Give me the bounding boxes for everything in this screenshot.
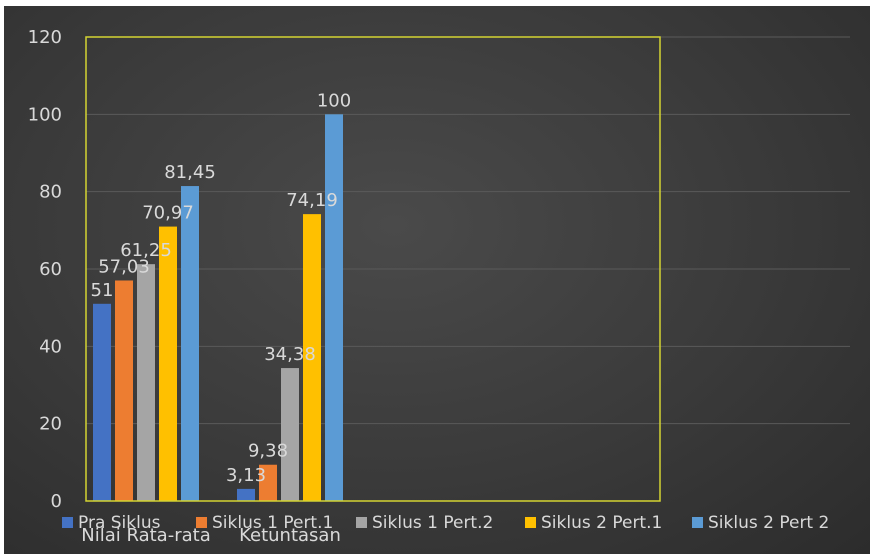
y-tick-label: 80 bbox=[39, 182, 62, 203]
bar bbox=[325, 114, 343, 501]
gridlines bbox=[86, 36, 850, 425]
category-labels: Nilai Rata-rata Ketuntasan bbox=[81, 525, 341, 546]
y-axis-ticks: 0 20 40 60 80 100 120 bbox=[28, 27, 62, 512]
y-tick-label: 60 bbox=[39, 259, 62, 280]
bar bbox=[115, 280, 133, 501]
bar bbox=[181, 186, 199, 501]
y-tick-label: 0 bbox=[51, 491, 62, 512]
plot-area-border bbox=[85, 36, 661, 502]
legend-label: Siklus 1 Pert.2 bbox=[372, 513, 493, 533]
category-label: Ketuntasan bbox=[239, 525, 341, 546]
bar bbox=[259, 464, 277, 501]
bar bbox=[93, 303, 111, 501]
legend-swatch bbox=[692, 517, 703, 528]
legend-swatch bbox=[62, 517, 73, 528]
bar bbox=[303, 214, 321, 501]
data-label: 57,03 bbox=[98, 256, 150, 277]
data-label: 51 bbox=[91, 280, 114, 301]
bar bbox=[159, 226, 177, 501]
data-label: 9,38 bbox=[248, 441, 288, 462]
data-label: 34,38 bbox=[264, 344, 316, 365]
data-labels: 51 3,13 57,03 9,38 61,25 34,38 70,97 74,19 81,45… bbox=[91, 90, 352, 486]
data-label: 3,13 bbox=[226, 465, 266, 486]
legend-swatch bbox=[196, 517, 207, 528]
legend-label: Siklus 2 Pert 2 bbox=[708, 513, 829, 533]
data-label: 70,97 bbox=[142, 203, 194, 224]
bar bbox=[137, 264, 155, 501]
y-tick-label: 120 bbox=[28, 27, 62, 48]
legend-label: Siklus 1 Pert.1 bbox=[212, 513, 333, 533]
legend-label: Siklus 2 Pert.1 bbox=[541, 513, 662, 533]
y-tick-label: 20 bbox=[39, 414, 62, 435]
data-label: 100 bbox=[317, 90, 351, 111]
data-label: 81,45 bbox=[164, 162, 216, 183]
data-label: 61,25 bbox=[120, 240, 172, 261]
bars bbox=[93, 114, 343, 501]
bar bbox=[281, 368, 299, 501]
data-label: 74,19 bbox=[286, 190, 338, 211]
legend: Pra Siklus Siklus 1 Pert.1 Siklus 1 Pert.2… bbox=[62, 513, 829, 533]
bar bbox=[237, 488, 255, 501]
legend-swatch bbox=[356, 517, 367, 528]
category-label: Nilai Rata-rata bbox=[81, 525, 210, 546]
y-tick-label: 40 bbox=[39, 336, 62, 357]
y-tick-label: 100 bbox=[28, 104, 62, 125]
legend-swatch bbox=[525, 517, 536, 528]
legend-label: Pra Siklus bbox=[78, 513, 161, 533]
